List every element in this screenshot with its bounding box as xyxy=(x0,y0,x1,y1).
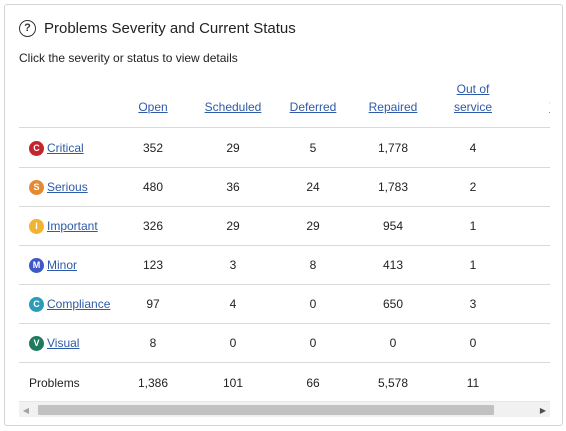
problems-severity-card: ? Problems Severity and Current Status C… xyxy=(4,4,563,426)
column-header: Deferred xyxy=(274,77,352,127)
severity-badge-icon: S xyxy=(29,179,44,195)
table-cell: 4 xyxy=(229,297,237,311)
column-header: T xyxy=(514,77,550,127)
table-cell: 650 xyxy=(382,297,404,311)
status-link-5[interactable]: T xyxy=(549,98,550,116)
table-cell: 8 xyxy=(309,258,317,272)
column-header: Repaired xyxy=(354,77,432,127)
table-cell: 97 xyxy=(146,297,160,311)
column-header: Scheduled xyxy=(194,77,272,127)
severity-link[interactable]: Visual xyxy=(47,336,80,350)
column-header: Out of service xyxy=(434,77,512,127)
table-cell: 480 xyxy=(142,180,164,194)
scroll-left-icon[interactable]: ◀ xyxy=(22,405,30,415)
table-cell: 1 xyxy=(469,219,477,233)
table-cell: 2 xyxy=(514,168,551,206)
totals-cell: 5,578 xyxy=(377,375,409,390)
table-cell: 1 xyxy=(469,258,477,272)
table-cell: 3 xyxy=(469,297,477,311)
table-cell: 0 xyxy=(309,336,317,350)
severity-cell: C Critical xyxy=(19,129,129,167)
help-icon[interactable]: ? xyxy=(19,19,36,37)
totals-cell: 7 xyxy=(514,363,551,395)
table-cell xyxy=(514,285,550,323)
severity-badge-icon: M xyxy=(29,257,44,273)
scroll-right-icon[interactable]: ▶ xyxy=(539,405,547,415)
totals-cell: 101 xyxy=(222,375,244,390)
table-cell: 0 xyxy=(309,297,317,311)
table-cell: 954 xyxy=(382,219,404,233)
card-header: ? Problems Severity and Current Status xyxy=(19,18,296,38)
table-cell: 352 xyxy=(142,141,164,155)
table-cell: 29 xyxy=(226,219,240,233)
severity-cell: I Important xyxy=(19,207,129,245)
table-row: C Compliance 97 4 0 650 3 xyxy=(19,285,550,324)
table-cell: 8 xyxy=(149,336,157,350)
table-cell: 2 xyxy=(469,180,477,194)
table-cell: 0 xyxy=(469,336,477,350)
table-row: V Visual 8 0 0 0 0 xyxy=(19,324,550,363)
severity-link[interactable]: Serious xyxy=(47,180,88,194)
table-cell: 24 xyxy=(306,180,320,194)
severity-cell: S Serious xyxy=(19,168,129,206)
column-header: Open xyxy=(114,77,192,127)
table-cell: 0 xyxy=(229,336,237,350)
horizontal-scrollbar[interactable]: ◀ ▶ xyxy=(19,401,550,417)
severity-cell: M Minor xyxy=(19,246,129,284)
table-cell: 413 xyxy=(382,258,404,272)
status-link-2[interactable]: Deferred xyxy=(289,100,337,114)
table-cell: 326 xyxy=(142,219,164,233)
totals-label: Problems xyxy=(29,375,80,390)
table-cell: 0 xyxy=(389,336,397,350)
table-cell: 1,778 xyxy=(377,141,409,155)
severity-link[interactable]: Important xyxy=(47,219,98,233)
status-link-1[interactable]: Scheduled xyxy=(204,100,262,114)
table-header-row: Open Scheduled Deferred Repaired Out of serv… xyxy=(19,77,550,128)
table-cell: 1 xyxy=(514,207,551,245)
status-link-4[interactable]: Out of service xyxy=(453,82,492,114)
severity-link[interactable]: Compliance xyxy=(47,297,111,311)
status-link-3[interactable]: Repaired xyxy=(368,100,418,114)
table-cell: 123 xyxy=(142,258,164,272)
totals-row: Problems 1,386 101 66 5,578 11 7 xyxy=(19,363,550,395)
status-link-0[interactable]: Open xyxy=(138,100,168,114)
table-cell: 29 xyxy=(306,219,320,233)
table-row: M Minor 123 3 8 413 1 xyxy=(19,246,550,285)
severity-link[interactable]: Critical xyxy=(47,141,84,155)
severity-badge-icon: I xyxy=(29,218,44,234)
severity-badge-icon: C xyxy=(29,140,44,156)
severity-link[interactable]: Minor xyxy=(47,258,78,272)
severity-status-table: Open Scheduled Deferred Repaired Out of serv… xyxy=(19,77,550,395)
table-cell: 29 xyxy=(226,141,240,155)
table-cell: 5 xyxy=(309,141,317,155)
table-cell: 3 xyxy=(229,258,237,272)
totals-cell: 1,386 xyxy=(137,375,169,390)
table-cell: 36 xyxy=(226,180,240,194)
table-cell: 4 xyxy=(469,141,477,155)
card-title: Problems Severity and Current Status xyxy=(44,19,296,37)
table-cell: 2 xyxy=(514,129,551,167)
table-cell xyxy=(514,246,550,284)
table-cell xyxy=(514,324,550,362)
severity-cell: C Compliance xyxy=(19,285,129,323)
scrollbar-thumb[interactable] xyxy=(38,405,494,415)
card-subtitle: Click the severity or status to view det… xyxy=(19,51,238,65)
severity-badge-icon: V xyxy=(29,335,44,351)
totals-cell: 66 xyxy=(306,375,320,390)
table-cell: 1,783 xyxy=(377,180,409,194)
severity-badge-icon: C xyxy=(29,296,44,312)
severity-cell: V Visual xyxy=(19,324,129,362)
totals-cell: 11 xyxy=(466,375,480,390)
